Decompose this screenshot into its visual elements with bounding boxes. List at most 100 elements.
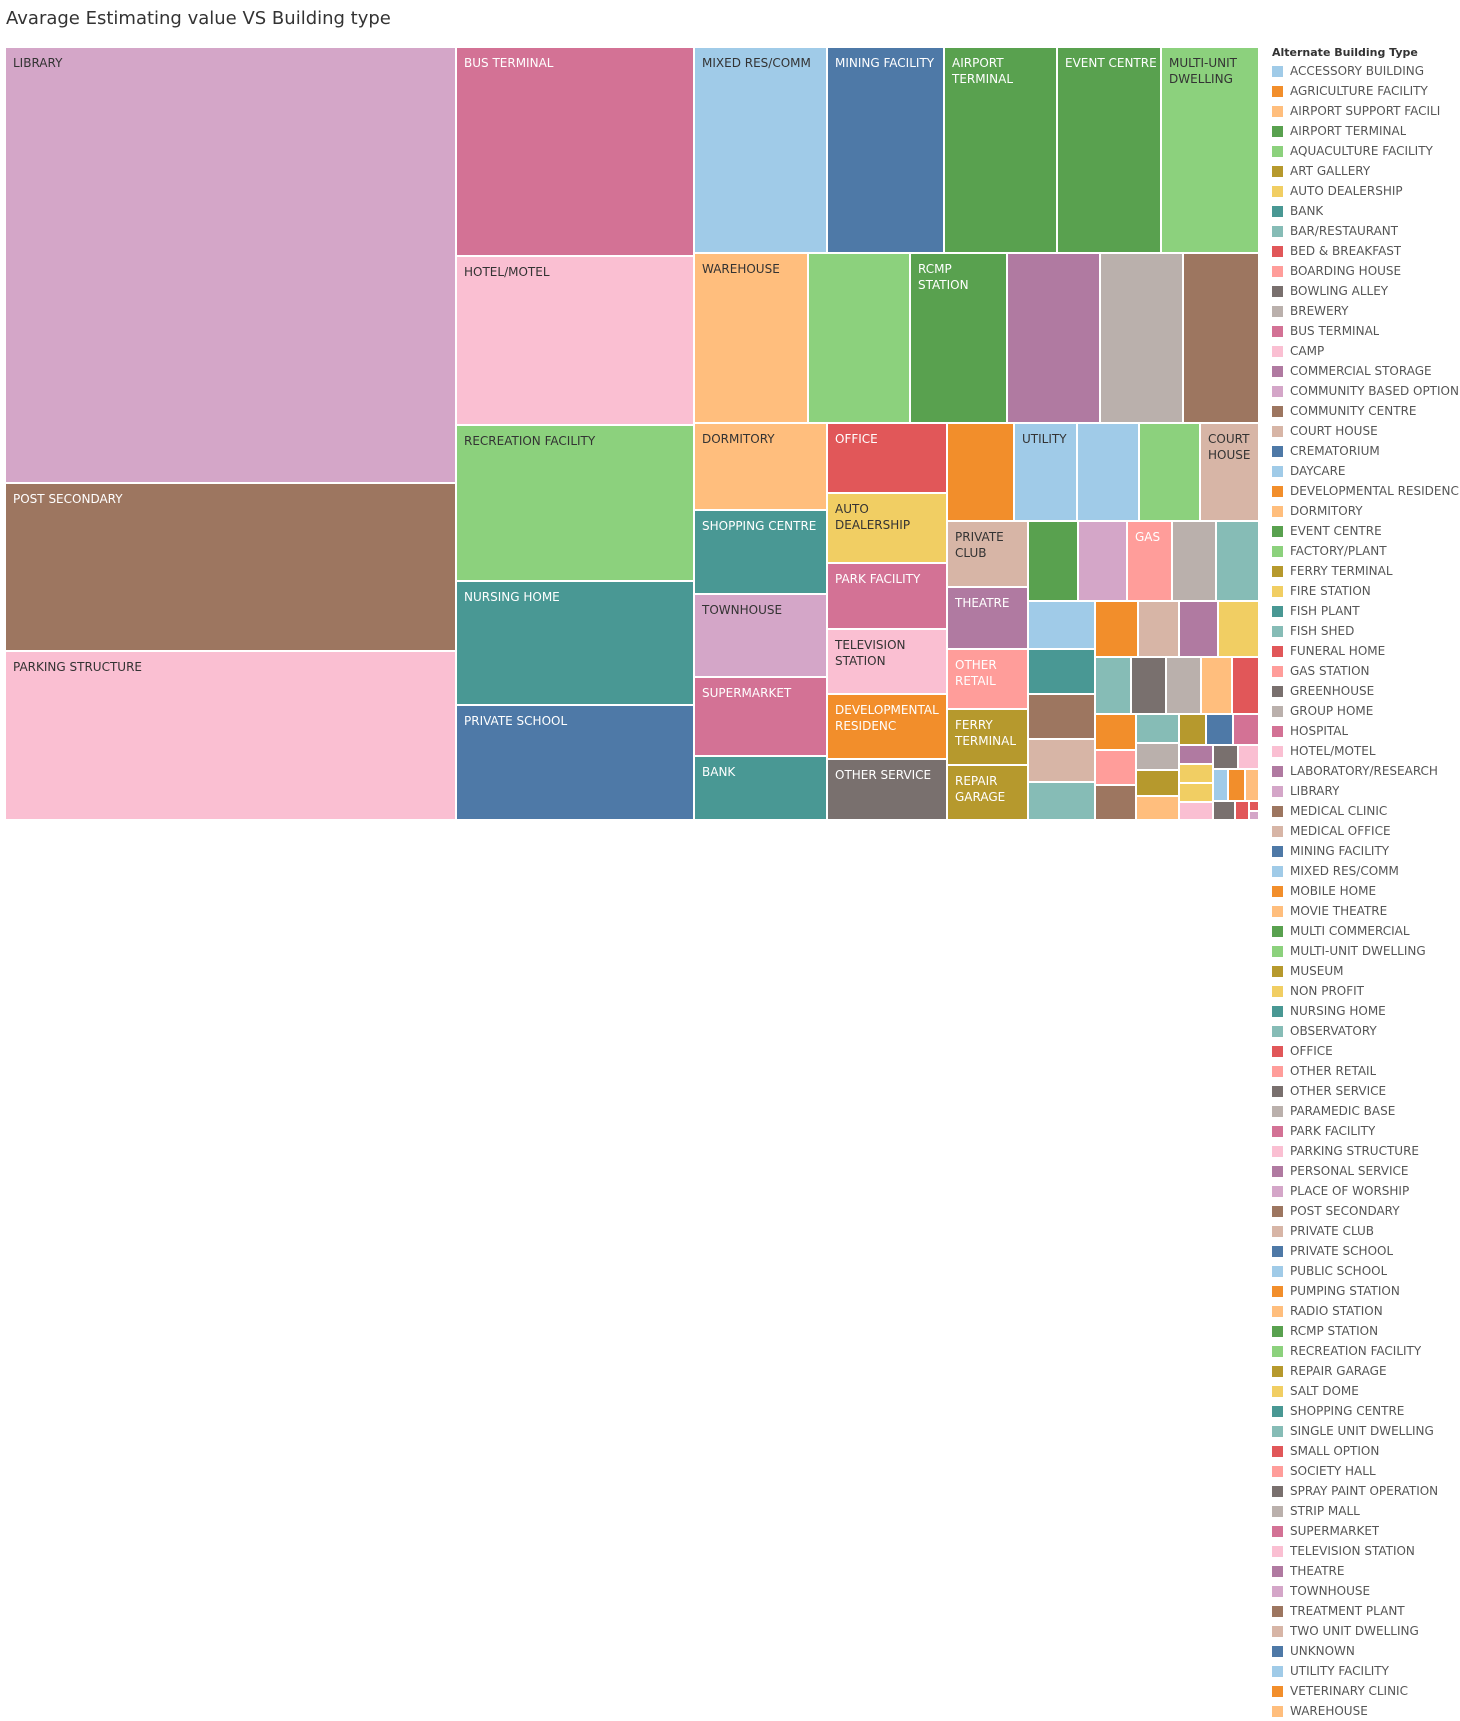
legend-item[interactable]: PARAMEDIC BASE — [1272, 1101, 1460, 1121]
treemap-cell[interactable] — [1131, 657, 1166, 714]
treemap-cell[interactable] — [1213, 769, 1228, 801]
treemap-cell[interactable] — [1245, 769, 1259, 801]
legend-item[interactable]: MIXED RES/COMM — [1272, 861, 1460, 881]
treemap-cell[interactable]: OFFICE — [827, 423, 947, 493]
legend-item[interactable]: MULTI COMMERCIAL — [1272, 921, 1460, 941]
treemap-cell[interactable] — [1228, 769, 1245, 801]
treemap-cell[interactable] — [947, 423, 1014, 521]
legend-item[interactable]: HOTEL/MOTEL — [1272, 741, 1460, 761]
legend-item[interactable]: TREATMENT PLANT — [1272, 1601, 1460, 1621]
legend-item[interactable]: COURT HOUSE — [1272, 421, 1460, 441]
treemap-cell[interactable]: MIXED RES/COMM — [694, 47, 827, 253]
legend-item[interactable]: COMMUNITY CENTRE — [1272, 401, 1460, 421]
treemap-cell[interactable]: SUPERMARKET — [694, 677, 827, 756]
treemap-cell[interactable] — [1095, 785, 1136, 820]
legend-item[interactable]: RCMP STATION — [1272, 1321, 1460, 1341]
treemap-cell[interactable]: FERRY TERMINAL — [947, 709, 1028, 765]
treemap-cell[interactable] — [1100, 253, 1183, 423]
legend-item[interactable]: MEDICAL OFFICE — [1272, 821, 1460, 841]
legend-item[interactable]: ART GALLERY — [1272, 161, 1460, 181]
treemap-cell[interactable] — [1095, 750, 1136, 785]
treemap-cell[interactable]: AUTO DEALERSHIP — [827, 493, 947, 563]
treemap-cell[interactable] — [1232, 657, 1259, 714]
legend-item[interactable]: BANK — [1272, 201, 1460, 221]
treemap-cell[interactable]: WAREHOUSE — [694, 253, 808, 423]
legend-item[interactable]: BOARDING HOUSE — [1272, 261, 1460, 281]
treemap-cell[interactable] — [1249, 801, 1259, 811]
treemap-cell[interactable] — [1179, 714, 1206, 745]
legend-item[interactable]: MULTI-UNIT DWELLING — [1272, 941, 1460, 961]
treemap-cell[interactable] — [1139, 423, 1200, 521]
treemap-cell[interactable] — [1213, 801, 1235, 820]
legend-item[interactable]: COMMUNITY BASED OPTION — [1272, 381, 1460, 401]
legend-item[interactable]: DEVELOPMENTAL RESIDENC — [1272, 481, 1460, 501]
treemap-cell[interactable] — [1136, 796, 1179, 820]
treemap-cell[interactable] — [1166, 657, 1201, 714]
treemap-cell[interactable]: COURT HOUSE — [1200, 423, 1259, 521]
legend-item[interactable]: OTHER RETAIL — [1272, 1061, 1460, 1081]
legend-item[interactable]: MOBILE HOME — [1272, 881, 1460, 901]
treemap-cell[interactable]: AIRPORT TERMINAL — [944, 47, 1057, 253]
legend-item[interactable]: LIBRARY — [1272, 781, 1460, 801]
treemap-cell[interactable] — [1216, 521, 1259, 601]
treemap-cell[interactable] — [1201, 657, 1232, 714]
legend-item[interactable]: VETERINARY CLINIC — [1272, 1681, 1460, 1701]
treemap-cell[interactable]: TELEVISION STATION — [827, 629, 947, 694]
legend-item[interactable]: CAMP — [1272, 341, 1460, 361]
treemap-cell[interactable]: PRIVATE CLUB — [947, 521, 1028, 587]
legend-item[interactable]: AUTO DEALERSHIP — [1272, 181, 1460, 201]
legend-item[interactable]: AIRPORT SUPPORT FACILI — [1272, 101, 1460, 121]
legend-item[interactable]: PERSONAL SERVICE — [1272, 1161, 1460, 1181]
legend-item[interactable]: MINING FACILITY — [1272, 841, 1460, 861]
legend-item[interactable]: OTHER SERVICE — [1272, 1081, 1460, 1101]
treemap-cell[interactable] — [1172, 521, 1216, 601]
legend-item[interactable]: NURSING HOME — [1272, 1001, 1460, 1021]
legend-item[interactable]: TELEVISION STATION — [1272, 1541, 1460, 1561]
treemap-cell[interactable]: MULTI-UNIT DWELLING — [1161, 47, 1259, 253]
treemap-cell[interactable]: REPAIR GARAGE — [947, 765, 1028, 820]
treemap-cell[interactable]: DORMITORY — [694, 423, 827, 510]
legend-item[interactable]: HOSPITAL — [1272, 721, 1460, 741]
treemap-cell[interactable] — [1028, 739, 1095, 782]
legend-item[interactable]: THEATRE — [1272, 1561, 1460, 1581]
legend-item[interactable]: PRIVATE SCHOOL — [1272, 1241, 1460, 1261]
legend-item[interactable]: FIRE STATION — [1272, 581, 1460, 601]
legend-item[interactable]: CREMATORIUM — [1272, 441, 1460, 461]
legend-item[interactable]: COMMERCIAL STORAGE — [1272, 361, 1460, 381]
treemap-cell[interactable] — [1179, 601, 1218, 657]
legend-item[interactable]: GROUP HOME — [1272, 701, 1460, 721]
treemap-cell[interactable]: UTILITY — [1014, 423, 1077, 521]
treemap-cell[interactable]: HOTEL/MOTEL — [456, 256, 694, 425]
treemap-cell[interactable]: LIBRARY — [5, 47, 456, 483]
legend-item[interactable]: MEDICAL CLINIC — [1272, 801, 1460, 821]
treemap-cell[interactable] — [1028, 782, 1095, 820]
legend-item[interactable]: REPAIR GARAGE — [1272, 1361, 1460, 1381]
legend-item[interactable]: FACTORY/PLANT — [1272, 541, 1460, 561]
treemap-cell[interactable]: PARKING STRUCTURE — [5, 651, 456, 820]
legend-item[interactable]: MOVIE THEATRE — [1272, 901, 1460, 921]
treemap-cell[interactable] — [1136, 714, 1179, 743]
treemap-cell[interactable] — [1028, 649, 1095, 694]
legend-item[interactable]: BOWLING ALLEY — [1272, 281, 1460, 301]
treemap-cell[interactable]: GAS — [1127, 521, 1172, 601]
treemap-cell[interactable] — [1028, 601, 1095, 649]
legend-item[interactable]: RADIO STATION — [1272, 1301, 1460, 1321]
legend-item[interactable]: OFFICE — [1272, 1041, 1460, 1061]
treemap-cell[interactable] — [808, 253, 910, 423]
treemap-cell[interactable] — [1183, 253, 1259, 423]
legend-item[interactable]: SHOPPING CENTRE — [1272, 1401, 1460, 1421]
treemap-cell[interactable]: RCMP STATION — [910, 253, 1007, 423]
legend-item[interactable]: STRIP MALL — [1272, 1501, 1460, 1521]
treemap-cell[interactable]: RECREATION FACILITY — [456, 425, 694, 581]
treemap-cell[interactable] — [1238, 745, 1259, 769]
legend-item[interactable]: AGRICULTURE FACILITY — [1272, 81, 1460, 101]
treemap-cell[interactable] — [1179, 802, 1213, 820]
legend-item[interactable]: ACCESSORY BUILDING — [1272, 61, 1460, 81]
treemap-cell[interactable] — [1249, 811, 1259, 820]
legend-item[interactable]: FERRY TERMINAL — [1272, 561, 1460, 581]
treemap-cell[interactable]: EVENT CENTRE — [1057, 47, 1161, 253]
treemap-cell[interactable]: POST SECONDARY — [5, 483, 456, 651]
treemap-cell[interactable]: THEATRE — [947, 587, 1028, 649]
legend-item[interactable]: PARKING STRUCTURE — [1272, 1141, 1460, 1161]
legend-item[interactable]: SMALL OPTION — [1272, 1441, 1460, 1461]
